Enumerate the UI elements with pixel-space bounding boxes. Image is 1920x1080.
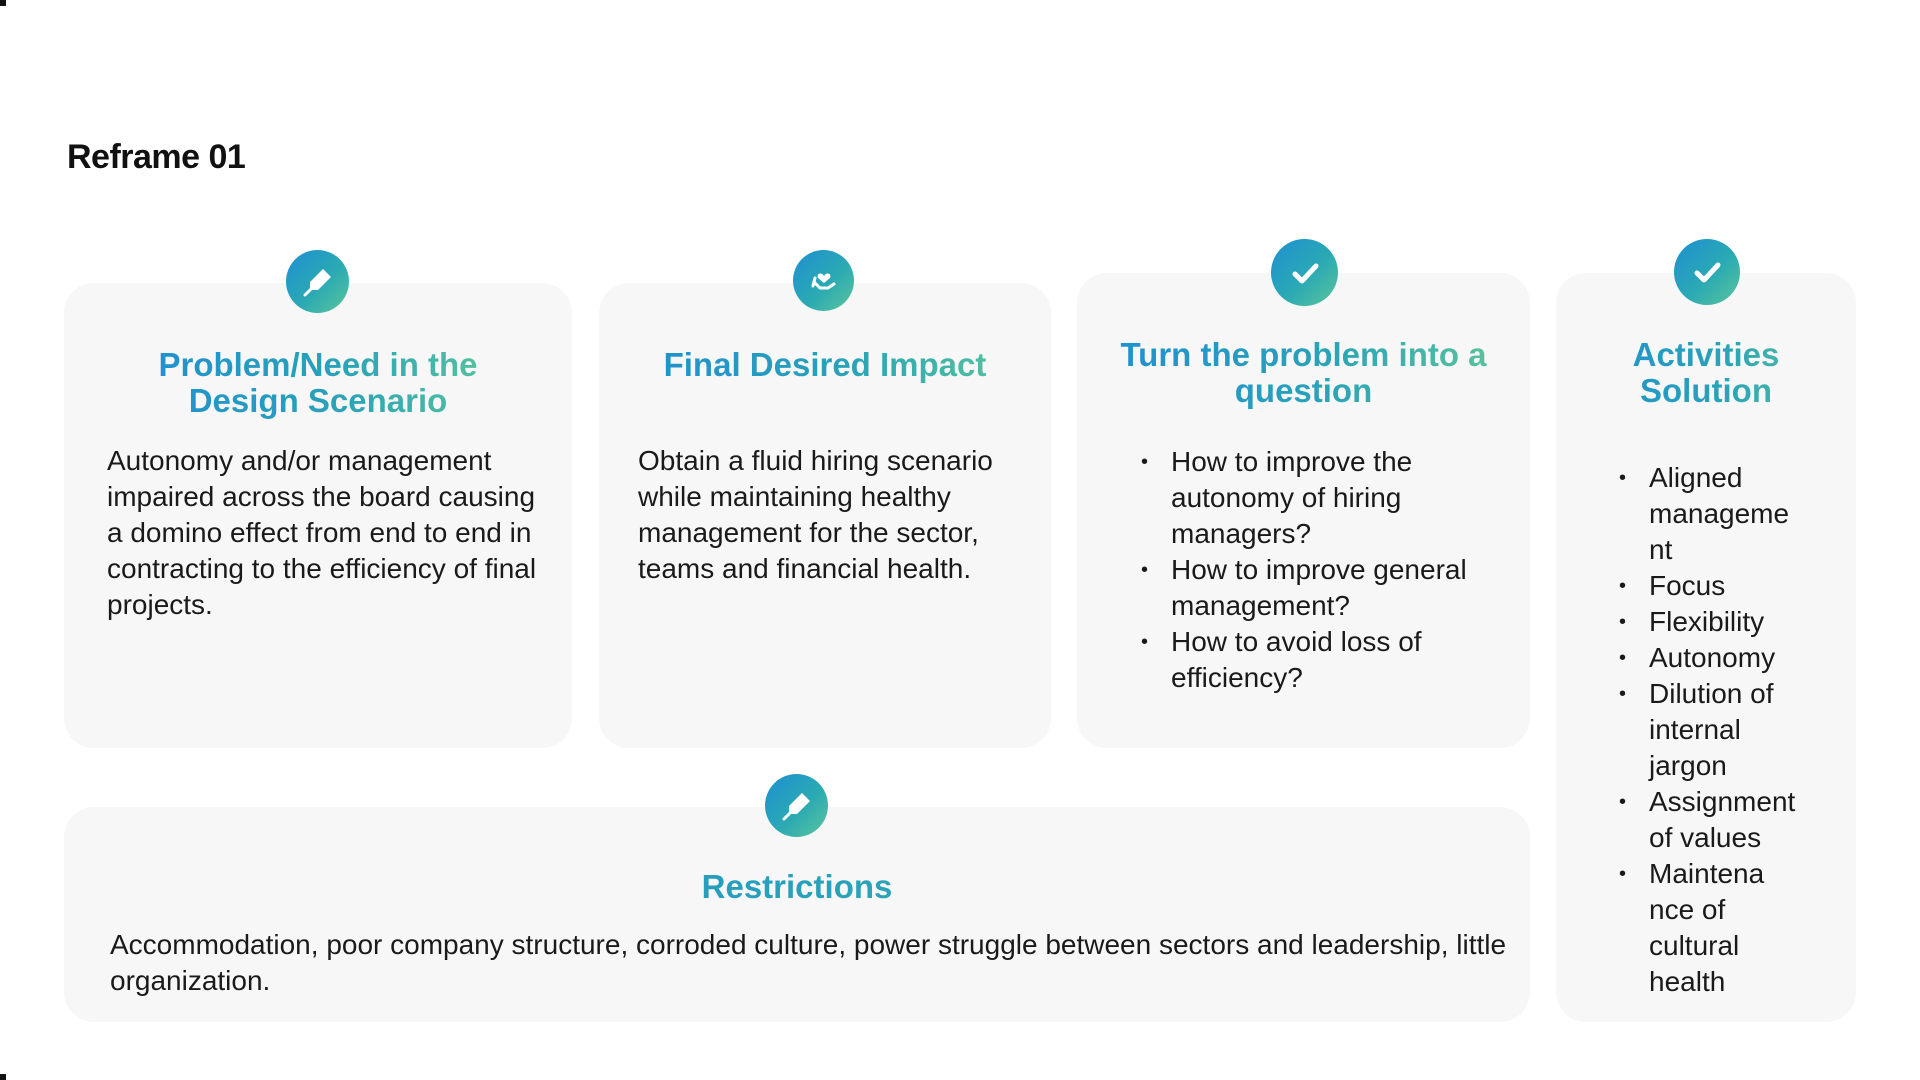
restrictions-title: Restrictions	[64, 869, 1530, 905]
list-item: Flexibility	[1619, 604, 1809, 640]
page-title: Reframe 01	[67, 138, 246, 176]
list-item: Aligned manageme nt	[1619, 460, 1809, 568]
impact-text: Obtain a fluid hiring scenario while mai…	[638, 445, 993, 584]
list-item: How to improve general management?	[1141, 552, 1481, 624]
list-item: Focus	[1619, 568, 1809, 604]
activities-list: Aligned manageme nt Focus Flexibility Au…	[1619, 460, 1809, 1000]
list-item: Autonomy	[1619, 640, 1809, 676]
hand-heart-icon	[793, 250, 854, 311]
impact-card: Final Desired Impact Obtain a fluid hiri…	[599, 283, 1051, 748]
question-title: Turn the problem into a question	[1097, 337, 1510, 409]
impact-title: Final Desired Impact	[619, 347, 1031, 383]
problem-card: Problem/Need in the Design Scenario Auto…	[64, 283, 572, 748]
activities-card: Activities Solution Aligned manageme nt …	[1556, 273, 1856, 1022]
list-item: Assignment of values	[1619, 784, 1809, 856]
list-item: Maintena nce of cultural health	[1619, 856, 1809, 1000]
question-card: Turn the problem into a question How to …	[1077, 273, 1530, 748]
pen-icon	[286, 250, 349, 313]
restrictions-card: Restrictions Accommodation, poor company…	[64, 807, 1530, 1022]
corner-mark	[0, 1074, 6, 1080]
pen-icon	[765, 774, 828, 837]
list-item: How to avoid loss of efficiency?	[1141, 624, 1481, 696]
check-icon	[1271, 239, 1338, 306]
problem-title: Problem/Need in the Design Scenario	[124, 347, 512, 419]
activities-title: Activities Solution	[1566, 337, 1846, 409]
restrictions-text: Accommodation, poor company structure, c…	[110, 929, 1507, 996]
list-item: How to improve the autonomy of hiring ma…	[1141, 444, 1481, 552]
problem-text: Autonomy and/or management impaired acro…	[107, 445, 537, 620]
check-icon	[1674, 239, 1740, 305]
list-item: Dilution of internal jargon	[1619, 676, 1809, 784]
question-list: How to improve the autonomy of hiring ma…	[1141, 444, 1481, 696]
corner-mark	[0, 0, 6, 6]
